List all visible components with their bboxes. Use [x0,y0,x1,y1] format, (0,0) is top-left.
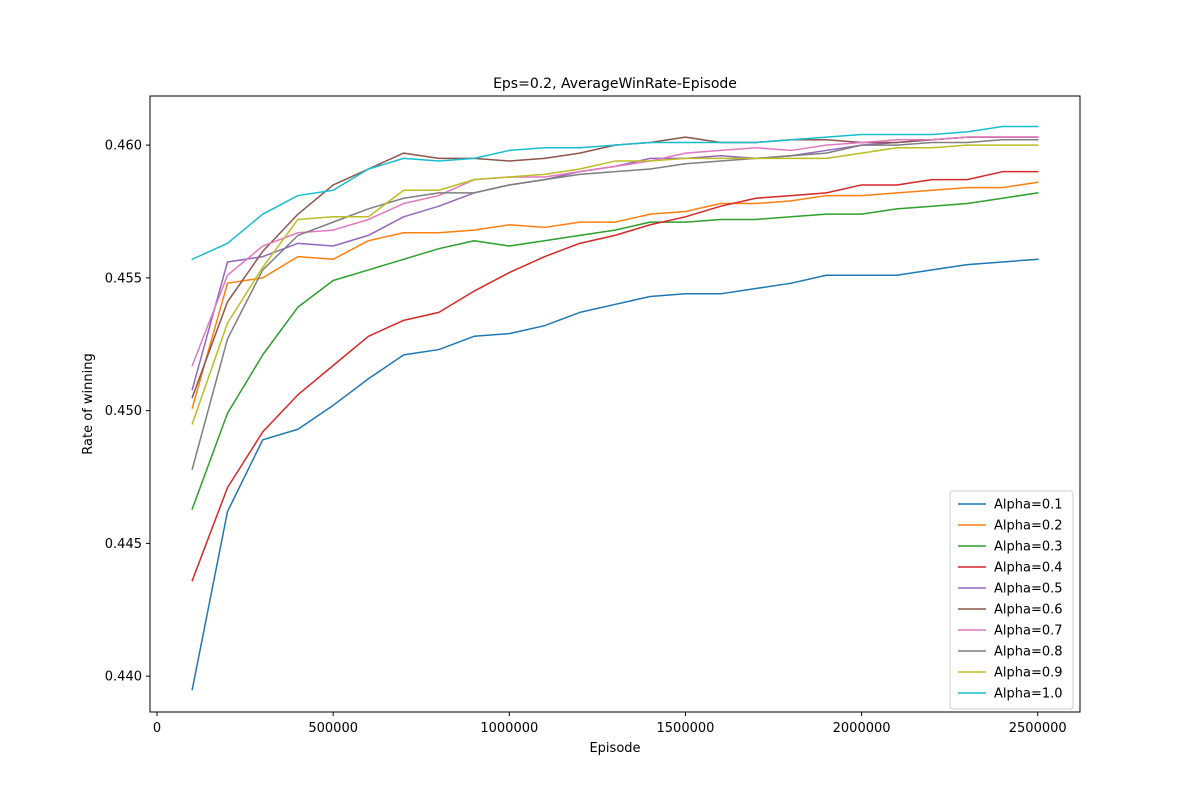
y-tick-label: 0.455 [105,271,142,286]
y-axis-ticks: 0.440 0.445 0.450 0.455 0.460 [105,139,150,685]
series-line-8 [191,139,1039,470]
legend-label: Alpha=1.0 [994,687,1063,702]
x-axis-ticks: 0 500000 1000000 1500000 2000000 2500000 [153,712,1067,736]
x-tick-label: 500000 [308,721,358,736]
x-tick-label: 1500000 [657,721,715,736]
chart-title: Eps=0.2, AverageWinRate-Episode [493,76,737,92]
series-line-9 [191,144,1039,425]
legend-label: Alpha=0.4 [994,561,1063,576]
series-line-10 [191,125,1039,261]
legend-label: Alpha=0.7 [994,624,1063,639]
y-tick-label: 0.440 [105,670,142,685]
series-line-1 [191,258,1039,691]
legend-label: Alpha=0.8 [994,645,1063,660]
series-line-6 [191,136,1039,399]
x-tick-label: 2000000 [833,721,891,736]
x-tick-label: 0 [153,721,161,736]
y-tick-label: 0.460 [105,139,142,154]
plot-lines [191,125,1039,691]
legend-label: Alpha=0.1 [994,498,1063,513]
series-line-5 [191,136,1039,391]
legend: Alpha=0.1 Alpha=0.2 Alpha=0.3 Alpha=0.4 Alph… [949,490,1074,710]
y-tick-label: 0.450 [105,404,142,419]
legend-label: Alpha=0.2 [994,519,1063,534]
plot-frame [149,95,1081,713]
x-axis-label: Episode [589,741,640,756]
legend-label: Alpha=0.5 [994,582,1063,597]
x-tick-label: 1000000 [480,721,538,736]
y-axis-label: Rate of winning [81,353,96,454]
legend-label: Alpha=0.9 [994,666,1063,681]
series-line-2 [191,181,1039,409]
y-tick-label: 0.445 [105,537,142,552]
series-line-4 [191,170,1039,582]
legend-label: Alpha=0.6 [994,603,1063,618]
series-line-3 [191,192,1039,510]
legend-label: Alpha=0.3 [994,540,1063,555]
series-line-7 [191,136,1039,367]
x-tick-label: 2500000 [1009,721,1067,736]
